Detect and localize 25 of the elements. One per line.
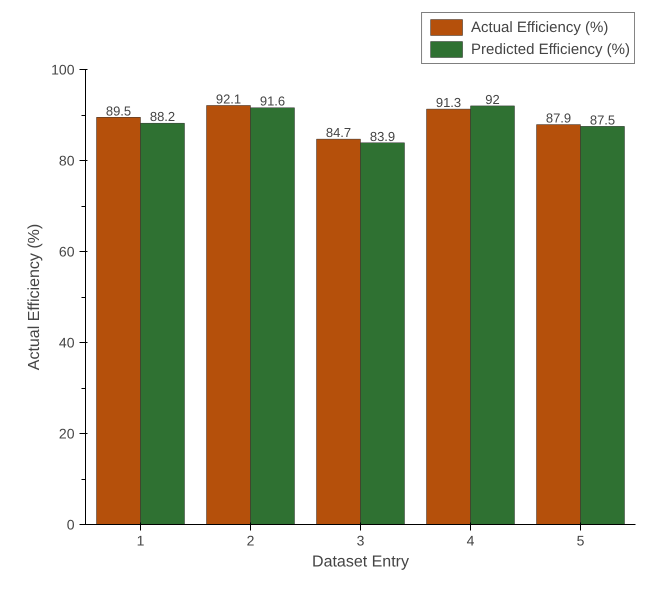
data-label: 84.7 xyxy=(326,125,352,140)
data-label: 88.2 xyxy=(150,109,176,124)
y-tick-label: 0 xyxy=(66,516,75,532)
y-tick-label: 40 xyxy=(58,334,75,350)
data-label: 83.9 xyxy=(370,128,396,144)
x-tick-label: 4 xyxy=(466,532,475,548)
y-tick-label: 100 xyxy=(51,62,75,78)
legend-label: Predicted Efficiency (%) xyxy=(471,40,630,58)
x-tick-label: 3 xyxy=(356,532,365,548)
data-label: 87.9 xyxy=(546,110,572,126)
legend-label: Actual Efficiency (%) xyxy=(471,18,608,36)
data-label: 91.6 xyxy=(260,94,286,109)
x-tick-label: 1 xyxy=(136,532,145,548)
x-tick-label: 2 xyxy=(246,532,255,548)
y-tick-label: 80 xyxy=(58,152,75,168)
y-tick-label: 20 xyxy=(58,426,75,442)
x-tick-label: 5 xyxy=(576,532,585,548)
y-axis-title: Actual Efficiency (%) xyxy=(26,224,44,370)
data-label: 92 xyxy=(485,92,500,107)
data-label: 87.5 xyxy=(590,112,616,128)
y-tick-label: 60 xyxy=(58,244,75,260)
data-label: 92.1 xyxy=(216,91,242,106)
x-axis-title: Dataset Entry xyxy=(312,554,409,570)
data-label: 91.3 xyxy=(436,95,462,110)
data-label: 89.5 xyxy=(106,103,132,118)
